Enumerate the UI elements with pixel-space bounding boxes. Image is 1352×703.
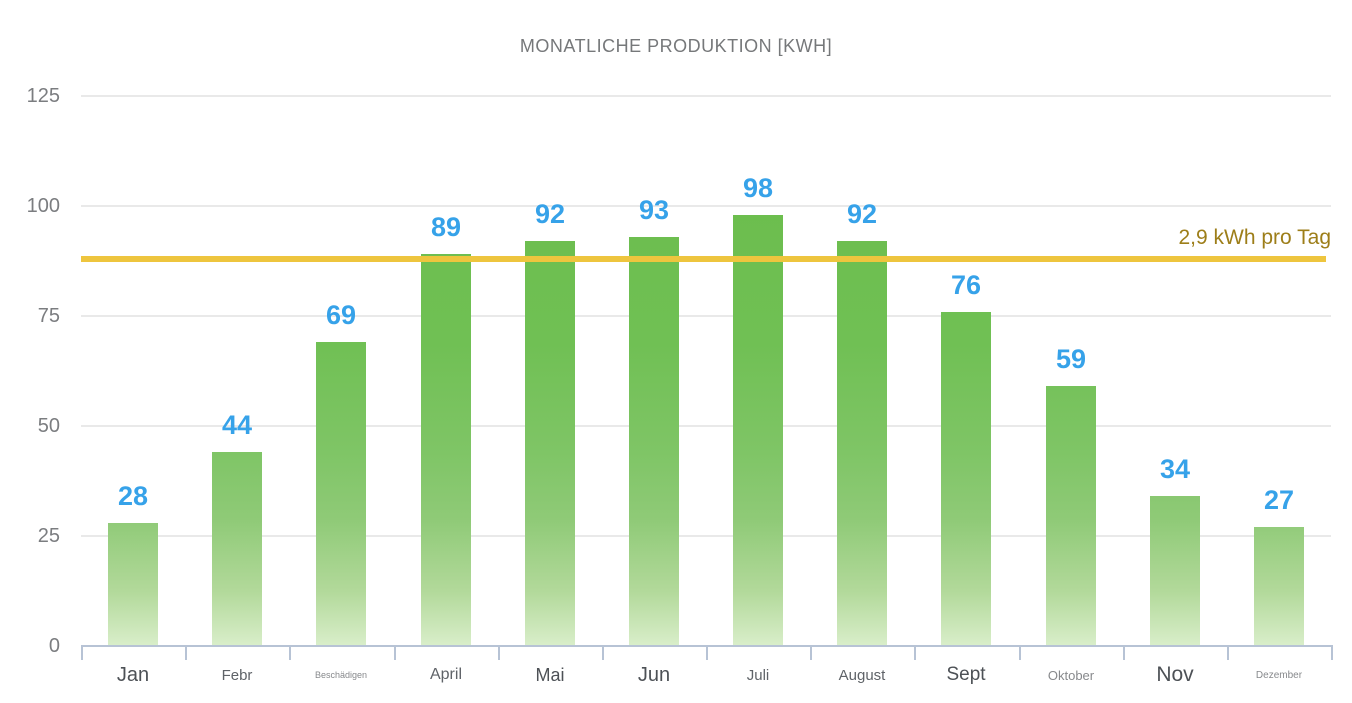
y-axis-label: 0	[48, 635, 60, 657]
axis-tick	[498, 645, 500, 660]
axis-tick	[706, 645, 708, 660]
axis-tick	[1019, 645, 1021, 660]
value-label: 27	[1263, 485, 1295, 515]
axis-tick	[1123, 645, 1125, 660]
axis-tick	[289, 645, 291, 660]
month-label-sept: Sept	[946, 664, 986, 685]
value-label: 76	[950, 270, 982, 300]
month-label-jan: Jan	[116, 663, 150, 686]
bar-jan[interactable]	[108, 523, 158, 646]
gridline	[81, 535, 1331, 537]
month-label-august: August	[838, 666, 886, 684]
value-label: 59	[1055, 344, 1087, 374]
bar-mai[interactable]	[525, 241, 575, 646]
month-label-beschädigen: Beschädigen	[314, 670, 368, 680]
reference-line	[81, 256, 1326, 262]
month-label-mai: Mai	[535, 664, 565, 685]
y-axis-label: 75	[37, 305, 60, 327]
bar-beschädigen[interactable]	[316, 342, 366, 646]
month-label-dezember: Dezember	[1255, 669, 1303, 681]
reference-line-label: 2,9 kWh pro Tag	[1178, 226, 1331, 249]
y-axis-label: 100	[26, 195, 60, 217]
y-axis-label: 50	[37, 415, 60, 437]
axis-tick	[602, 645, 604, 660]
bar-sept[interactable]	[941, 312, 991, 646]
bar-april[interactable]	[421, 254, 471, 646]
axis-tick	[914, 645, 916, 660]
value-label: 98	[742, 173, 774, 203]
bar-dezember[interactable]	[1254, 527, 1304, 646]
bar-nov[interactable]	[1150, 496, 1200, 646]
month-label-febr: Febr	[221, 666, 253, 684]
value-label: 93	[638, 195, 670, 225]
gridline	[81, 205, 1331, 207]
value-label: 44	[221, 410, 253, 440]
value-label: 69	[325, 300, 357, 330]
y-axis-label: 25	[37, 525, 60, 547]
gridline	[81, 315, 1331, 317]
month-label-april: April	[429, 666, 462, 683]
value-label: 92	[846, 199, 878, 229]
y-axis-label: 125	[26, 85, 60, 107]
bar-juli[interactable]	[733, 215, 783, 646]
gridline	[81, 425, 1331, 427]
bar-august[interactable]	[837, 241, 887, 646]
bar-oktober[interactable]	[1046, 386, 1096, 646]
axis-tick	[1227, 645, 1229, 660]
month-label-nov: Nov	[1156, 663, 1194, 686]
value-label: 34	[1159, 454, 1191, 484]
value-label: 92	[534, 199, 566, 229]
chart-title: MONATLICHE PRODUKTION [KWH]	[519, 36, 833, 56]
month-label-jun: Jun	[637, 663, 671, 686]
axis-tick	[81, 645, 83, 660]
axis-tick	[185, 645, 187, 660]
bar-jun[interactable]	[629, 237, 679, 646]
axis-tick	[1331, 645, 1333, 660]
value-label: 28	[117, 481, 149, 511]
axis-tick	[394, 645, 396, 660]
month-label-oktober: Oktober	[1047, 667, 1095, 683]
axis-tick	[810, 645, 812, 660]
gridline	[81, 95, 1331, 97]
value-label: 89	[430, 212, 462, 242]
bar-febr[interactable]	[212, 452, 262, 646]
month-label-juli: Juli	[746, 666, 770, 684]
